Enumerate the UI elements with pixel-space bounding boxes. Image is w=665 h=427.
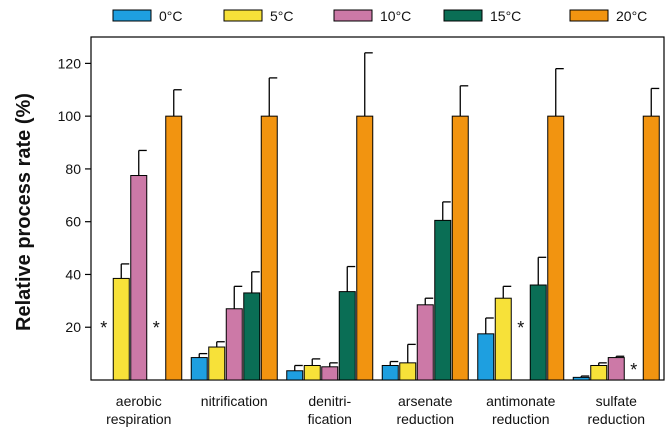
x-category-label: nitrification	[201, 393, 268, 409]
bar	[112, 277, 130, 381]
bar	[642, 115, 660, 381]
bar	[130, 175, 148, 381]
bar	[590, 364, 608, 381]
plot-frame	[90, 36, 665, 381]
legend-swatch	[223, 9, 263, 22]
bar	[607, 357, 625, 381]
bar	[399, 362, 417, 381]
legend-swatch	[569, 9, 609, 22]
y-tick-label: 120	[58, 55, 82, 71]
bar	[434, 219, 452, 381]
bar	[208, 346, 226, 381]
bar	[260, 115, 278, 381]
bar	[416, 304, 434, 381]
bar	[451, 115, 469, 381]
legend-swatch	[443, 9, 483, 22]
y-axis: 20 40 60 80 100 120	[58, 55, 91, 335]
y-tick-label: 40	[65, 266, 81, 282]
significance-marker: *	[630, 360, 637, 380]
y-axis-label: Relative process rate (%)	[13, 93, 35, 331]
y-tick-label: 80	[65, 161, 81, 177]
legend-label: 5°C	[270, 8, 294, 24]
bar	[225, 308, 243, 381]
legend-label: 15°C	[490, 8, 521, 24]
bar	[321, 366, 339, 381]
plot-area: * * * *	[90, 36, 665, 381]
legend-label: 10°C	[380, 8, 411, 24]
bar	[477, 333, 495, 381]
bar	[356, 115, 374, 381]
x-category-label: antimonate reduction	[486, 393, 555, 427]
x-category-label: denitri-fication	[308, 393, 352, 427]
bar	[303, 364, 321, 381]
bar	[529, 284, 547, 381]
x-category-label: aerobic respiration	[106, 393, 171, 427]
y-tick-label: 60	[65, 214, 81, 230]
bar	[165, 115, 183, 381]
bar	[547, 115, 565, 381]
bar	[338, 291, 356, 381]
y-tick-label: 20	[65, 319, 81, 335]
bar	[381, 364, 399, 381]
bar	[243, 292, 261, 381]
bar	[494, 297, 512, 381]
bar	[286, 370, 304, 381]
significance-marker: *	[517, 318, 524, 338]
x-category-label: arsenate reduction	[396, 393, 454, 427]
x-axis: aerobic respiration nitrification denitri-f…	[106, 393, 645, 427]
x-category-label: sulfate reduction	[587, 393, 645, 427]
bar	[572, 376, 590, 381]
y-tick-label: 100	[58, 108, 82, 124]
bar	[190, 357, 208, 381]
legend: 0°C 5°C 10°C 15°C 20°C	[112, 8, 647, 24]
significance-marker: *	[100, 318, 107, 338]
significance-marker: *	[153, 318, 160, 338]
legend-swatch	[112, 9, 152, 22]
legend-label: 0°C	[159, 8, 183, 24]
legend-label: 20°C	[616, 8, 647, 24]
legend-swatch	[333, 9, 373, 22]
